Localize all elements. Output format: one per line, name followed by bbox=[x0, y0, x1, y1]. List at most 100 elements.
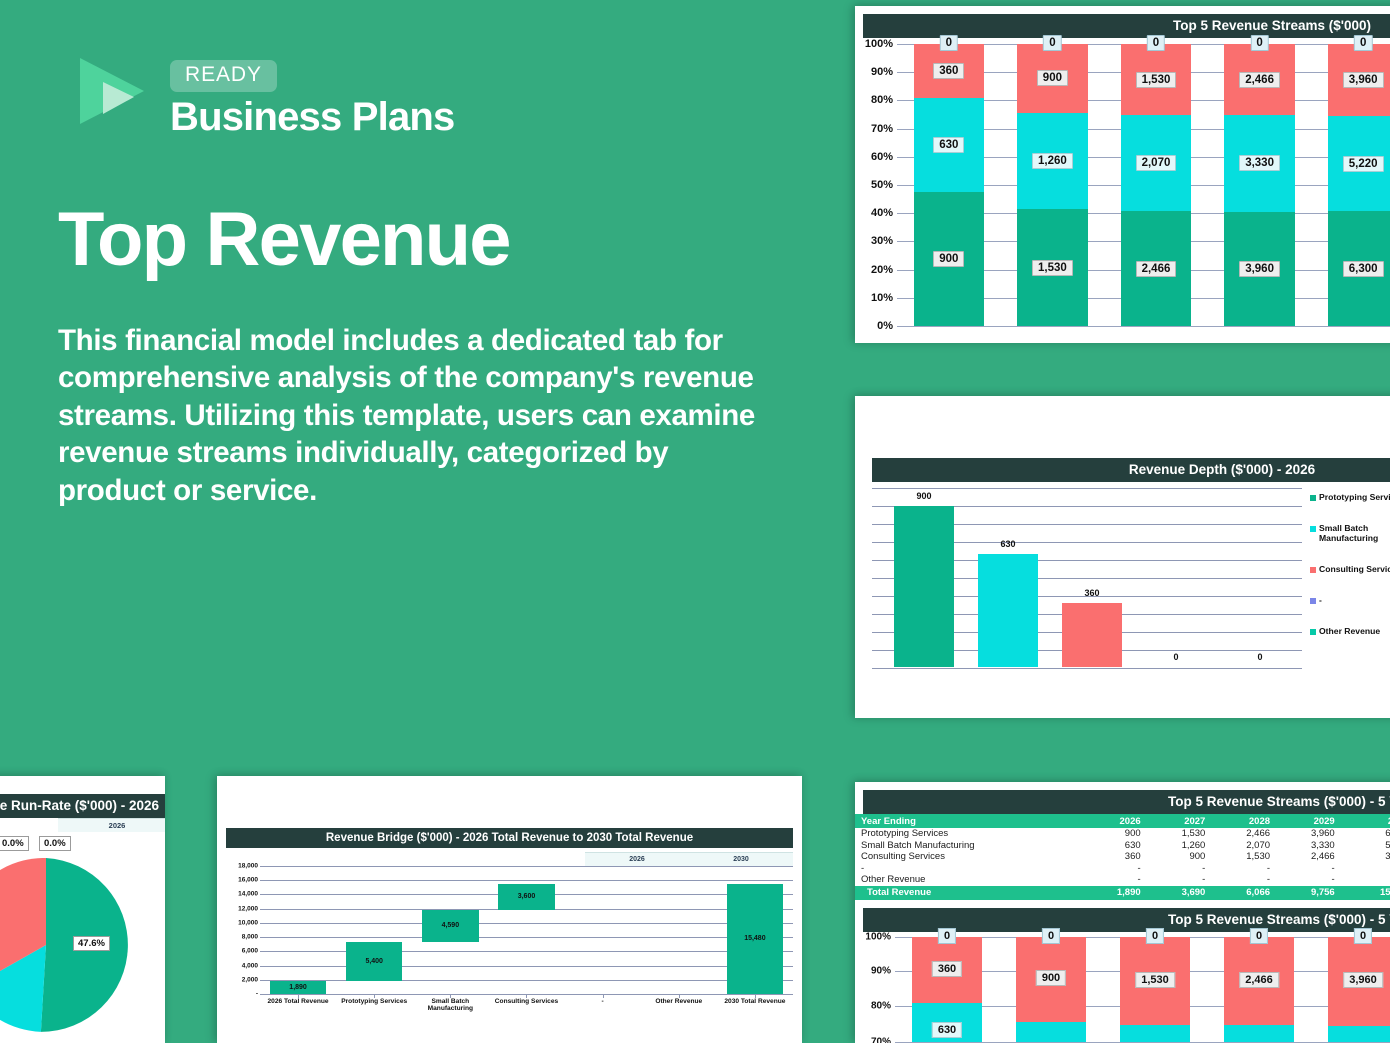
segment-small-batch-manufacturing[interactable]: 5,220 bbox=[1327, 116, 1390, 212]
stacked-bar[interactable]: 0 2,466 3,330 3,960 bbox=[1224, 35, 1295, 326]
table-cell: 9,756 bbox=[1276, 885, 1341, 900]
bar-3[interactable]: 3,600 bbox=[498, 883, 555, 910]
segment-small-batch-manufacturing[interactable] bbox=[1223, 1024, 1295, 1042]
segment-small-batch-manufacturing[interactable] bbox=[1119, 1024, 1191, 1042]
y-tick-label: 70% bbox=[870, 122, 893, 135]
bar-slot[interactable]: 0 3,960 bbox=[1311, 927, 1390, 1042]
bar-1[interactable]: 630 bbox=[977, 539, 1039, 667]
bar-slot[interactable]: 0 360 630 900 bbox=[897, 35, 1001, 326]
segment-prototyping-services[interactable]: 2,466 bbox=[1120, 211, 1192, 326]
bar-slot[interactable]: 0 bbox=[1134, 488, 1218, 667]
data-label: 2,466 bbox=[1135, 260, 1177, 277]
bar-slot[interactable] bbox=[641, 866, 717, 998]
chart-title-top5-stacked: Top 5 Revenue Streams ($'000) bbox=[863, 14, 1390, 38]
segment-consulting-services[interactable]: 900 bbox=[1017, 44, 1088, 113]
table-cell: 3,690 bbox=[1146, 885, 1212, 900]
card-revenue-depth: Revenue Depth ($'000) - 2026 900 630 360 0 0… bbox=[855, 396, 1390, 718]
y-tick-label: 14,000 bbox=[238, 890, 258, 898]
bar-slot[interactable]: 0 bbox=[1218, 488, 1302, 667]
segment-small-batch-manufacturing[interactable]: 630 bbox=[913, 97, 985, 192]
stacked-bar[interactable]: 0 900 bbox=[1015, 927, 1087, 1042]
table-row: Consulting Services 360 900 1,530 2,466 3,960 bbox=[855, 851, 1390, 863]
gridline bbox=[872, 596, 1302, 597]
bar-slot[interactable]: 0 2,466 bbox=[1207, 927, 1311, 1042]
bar-slot[interactable]: 0 900 bbox=[999, 927, 1103, 1042]
bar-0[interactable]: 1,890 bbox=[269, 980, 327, 994]
brand-logo: READY Business Plans bbox=[72, 52, 455, 138]
table-cell: Small Batch Manufacturing bbox=[861, 839, 975, 851]
legend-swatch bbox=[1310, 525, 1316, 532]
data-label: 2,070 bbox=[1135, 155, 1177, 172]
gridline bbox=[260, 866, 793, 867]
data-label: 900 bbox=[1035, 970, 1067, 987]
bar-slot[interactable]: 0 900 1,260 1,530 bbox=[1001, 35, 1105, 326]
table-cell: 2,466 bbox=[1246, 828, 1271, 840]
segment-consulting-services[interactable]: 3,960 bbox=[1327, 44, 1390, 117]
legend-label: Prototyping Services bbox=[1319, 492, 1390, 502]
column-header: 2029 bbox=[1276, 814, 1341, 828]
segment-consulting-services[interactable]: 2,466 bbox=[1224, 44, 1295, 116]
bar-slot[interactable]: 5,400 bbox=[336, 866, 412, 998]
table-title-top5-5years: Top 5 Revenue Streams ($'000) - 5 Years bbox=[863, 790, 1390, 814]
data-label: 5,220 bbox=[1342, 155, 1384, 172]
segment-consulting-services[interactable]: 1,530 bbox=[1120, 44, 1192, 116]
bar-slot[interactable]: 630 bbox=[966, 488, 1050, 667]
bar-group: 0 360 630 0 900 0 1,530 0 2,466 0 3,960 bbox=[895, 927, 1390, 1042]
segment-small-batch-manufacturing[interactable] bbox=[1015, 1021, 1087, 1042]
legend-item: Prototyping Services bbox=[1310, 492, 1390, 503]
data-label: 6,300 bbox=[1342, 260, 1384, 277]
stacked-bar[interactable]: 0 360 630 900 bbox=[913, 35, 985, 326]
bar-slot[interactable]: 15,480 bbox=[717, 866, 793, 998]
table-cell: 1,530 bbox=[1181, 828, 1206, 840]
data-label: 1,530 bbox=[1032, 259, 1073, 276]
table-cell: 900 bbox=[1124, 828, 1141, 840]
bar-slot[interactable]: 4,590 bbox=[412, 866, 488, 998]
column-header: 2028 bbox=[1211, 814, 1277, 828]
segment-prototyping-services[interactable]: 3,960 bbox=[1224, 211, 1295, 326]
segment-small-batch-manufacturing[interactable]: 2,070 bbox=[1120, 115, 1192, 212]
segment-prototyping-services[interactable]: 6,300 bbox=[1327, 211, 1390, 326]
segment-small-batch-manufacturing[interactable]: 1,260 bbox=[1017, 112, 1088, 210]
stacked-bar[interactable]: 0 2,466 bbox=[1223, 927, 1295, 1042]
bar-slot[interactable]: 0 360 630 bbox=[895, 927, 999, 1042]
bar-slot[interactable]: 900 bbox=[882, 488, 966, 667]
bar-1[interactable]: 5,400 bbox=[346, 942, 403, 981]
bar-slot[interactable]: 0 1,530 2,070 2,466 bbox=[1104, 35, 1208, 326]
gridline bbox=[872, 578, 1302, 579]
stacked-bar[interactable]: 0 3,960 5,220 6,300 bbox=[1327, 35, 1390, 326]
bar-slot[interactable]: 1,890 bbox=[260, 866, 336, 998]
y-axis-labels: 70% 80% 90% 100% bbox=[855, 931, 895, 1043]
y-tick-label: 90% bbox=[870, 965, 891, 977]
table-cell: Consulting Services bbox=[861, 851, 945, 863]
stacked-bar[interactable]: 0 1,530 bbox=[1119, 927, 1191, 1042]
bar-slot[interactable] bbox=[565, 866, 641, 998]
bar-0[interactable]: 900 bbox=[893, 491, 955, 667]
stacked-bar[interactable]: 0 3,960 bbox=[1327, 927, 1390, 1042]
data-label: 4,590 bbox=[441, 922, 460, 930]
segment-small-batch-manufacturing[interactable] bbox=[1327, 1026, 1390, 1042]
stacked-bar[interactable]: 0 360 630 bbox=[911, 927, 983, 1042]
bar-2[interactable]: 360 bbox=[1061, 588, 1123, 667]
table-cell: 1,890 bbox=[1081, 885, 1147, 900]
legend-label: - bbox=[1319, 594, 1322, 605]
segment-small-batch-manufacturing[interactable]: 3,330 bbox=[1224, 115, 1295, 212]
bar-slot[interactable]: 0 2,466 3,330 3,960 bbox=[1208, 35, 1312, 326]
segment-prototyping-services[interactable]: 900 bbox=[913, 191, 985, 326]
y-tick-label: 10% bbox=[870, 291, 893, 304]
data-label: 0 bbox=[1041, 927, 1061, 944]
bar-slot[interactable]: 360 bbox=[1050, 488, 1134, 667]
legend-item: Consulting Services bbox=[1310, 564, 1390, 575]
bar-slot[interactable]: 3,600 bbox=[488, 866, 564, 998]
bar-group: 0 360 630 900 0 900 1,260 1,530 0 1,530 2,070 2,466… bbox=[897, 35, 1390, 326]
bar-slot[interactable]: 0 1,530 bbox=[1103, 927, 1207, 1042]
stacked-bar[interactable]: 0 900 1,260 1,530 bbox=[1017, 35, 1088, 326]
bar-2[interactable]: 4,590 bbox=[422, 909, 479, 943]
y-tick-label: 6,000 bbox=[241, 947, 258, 955]
data-label: 2,466 bbox=[1239, 71, 1280, 88]
stacked-bar[interactable]: 0 1,530 2,070 2,466 bbox=[1120, 35, 1192, 326]
bar-6[interactable]: 15,480 bbox=[726, 883, 784, 994]
bar-slot[interactable]: 0 3,960 5,220 6,300 bbox=[1311, 35, 1390, 326]
segment-prototyping-services[interactable]: 1,530 bbox=[1017, 209, 1088, 326]
table-cell: 6,300 bbox=[1385, 828, 1390, 840]
segment-consulting-services[interactable]: 360 bbox=[913, 44, 985, 98]
